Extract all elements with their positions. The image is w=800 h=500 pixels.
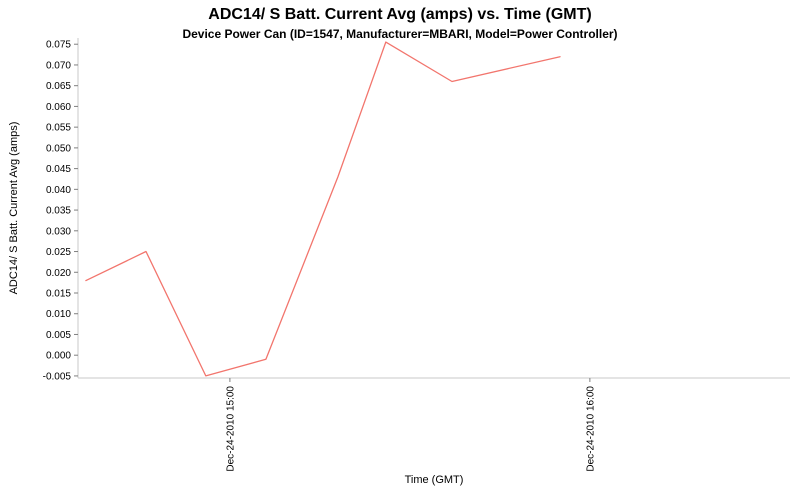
y-tick-label: 0.035: [46, 206, 71, 217]
y-tick-label: 0.060: [46, 102, 71, 113]
x-tick-label: Dec-24-2010 15:00: [225, 386, 236, 472]
y-tick-label: 0.040: [46, 185, 71, 196]
y-tick-label: 0.010: [46, 309, 71, 320]
y-tick-label: 0.020: [46, 268, 71, 279]
y-tick-label: 0.000: [46, 351, 71, 362]
y-tick-label: 0.065: [46, 81, 71, 92]
y-tick-label: 0.075: [46, 40, 71, 51]
y-tick-label: -0.005: [43, 371, 72, 382]
y-tick-label: 0.015: [46, 289, 71, 300]
y-tick-label: 0.045: [46, 164, 71, 175]
y-tick-label: 0.070: [46, 60, 71, 71]
y-tick-label: 0.005: [46, 330, 71, 341]
y-tick-label: 0.055: [46, 123, 71, 134]
x-tick-label: Dec-24-2010 16:00: [585, 386, 596, 472]
chart-title: ADC14/ S Batt. Current Avg (amps) vs. Ti…: [208, 6, 592, 23]
series-line: [85, 41, 561, 377]
chart-subtitle: Device Power Can (ID=1547, Manufacturer=…: [182, 27, 618, 41]
y-tick-label: 0.030: [46, 226, 71, 237]
y-tick-label: 0.025: [46, 247, 71, 258]
x-axis-label: Time (GMT): [404, 474, 464, 486]
y-tick-label: 0.050: [46, 143, 71, 154]
